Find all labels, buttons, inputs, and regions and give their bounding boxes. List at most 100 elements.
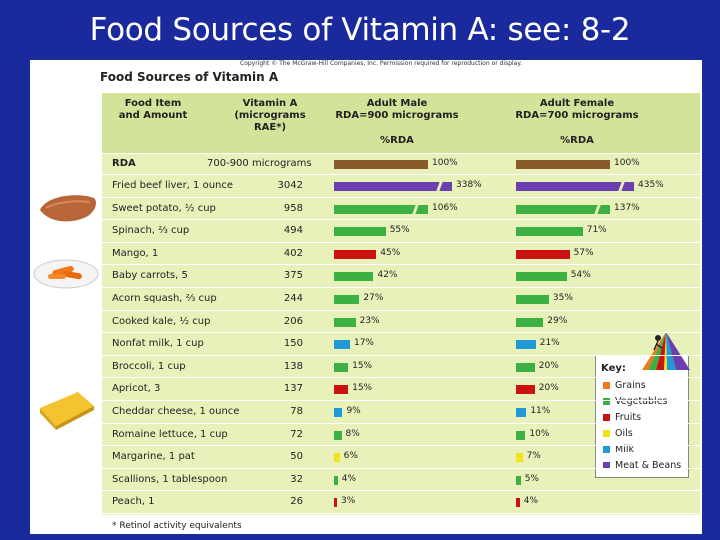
key-label: Grains xyxy=(615,380,646,391)
female-pct-label: 20% xyxy=(538,383,559,394)
copyright-notice: Copyright © The McGraw-Hill Companies, I… xyxy=(240,60,522,67)
female-pct-label: 20% xyxy=(538,360,559,371)
cheddar-cheese-image xyxy=(40,392,94,430)
header-vitamin-line1: Vitamin A xyxy=(242,98,298,109)
vitamin-a-value: 72 xyxy=(290,428,303,440)
male-bar xyxy=(334,408,343,417)
male-bar xyxy=(334,227,386,237)
female-bar xyxy=(516,317,544,327)
vitamin-a-value: 3042 xyxy=(277,180,303,191)
key-swatch xyxy=(603,398,610,405)
rda-male-bar xyxy=(334,160,428,169)
male-bar xyxy=(334,204,428,214)
female-bar xyxy=(516,385,535,395)
male-pct-label: 106% xyxy=(432,202,458,213)
header-vitamin-line3: RAE*) xyxy=(253,122,287,133)
food-label: Acorn squash, ⅔ cup xyxy=(112,293,217,304)
rda-female-label: 100% xyxy=(614,158,640,168)
female-pct-label: 29% xyxy=(547,315,568,326)
food-label: Romaine lettuce, 1 cup xyxy=(112,428,228,440)
female-pct-label: 137% xyxy=(614,202,640,213)
female-bar xyxy=(516,362,535,372)
female-pct-label: 35% xyxy=(552,293,573,303)
male-bar xyxy=(334,498,337,508)
vitamin-a-value: 26 xyxy=(290,496,303,508)
food-label: Peach, 1 xyxy=(112,496,155,508)
header-female: Adult Female RDA=700 micrograms xyxy=(512,98,642,122)
key-label: Fruits xyxy=(615,412,642,423)
food-label: Broccoli, 1 cup xyxy=(112,360,186,372)
row-separator xyxy=(102,241,700,243)
row-separator xyxy=(102,422,700,424)
key-swatch xyxy=(603,446,610,453)
female-pct-label: 7% xyxy=(526,451,541,462)
female-bar xyxy=(516,475,521,485)
female-bar xyxy=(516,204,610,214)
male-pct-label: 27% xyxy=(363,293,384,303)
food-label: Mango, 1 xyxy=(112,247,159,259)
male-bar xyxy=(334,385,349,395)
header-food: Food Item and Amount xyxy=(108,98,198,122)
male-bar xyxy=(334,340,350,350)
male-bar xyxy=(334,272,374,282)
vitamin-a-value: 137 xyxy=(283,383,303,395)
rda-female-bar xyxy=(516,160,610,169)
header-vitamin: Vitamin A (micrograms RAE*) xyxy=(222,98,318,134)
vitamin-a-value: 32 xyxy=(290,473,303,485)
male-pct-label: 42% xyxy=(377,270,398,281)
vitamin-a-value: 375 xyxy=(283,270,303,282)
male-pct-label: 9% xyxy=(346,406,361,416)
footnote: * Retinol activity equivalents xyxy=(112,521,242,531)
food-label: Margarine, 1 pat xyxy=(112,451,195,463)
male-bar xyxy=(334,249,377,259)
row-separator xyxy=(102,445,700,447)
female-pct-label: 54% xyxy=(570,270,591,281)
rda-label: RDA xyxy=(112,158,136,169)
key-title: Key: xyxy=(601,363,626,374)
slide-title: Food Sources of Vitamin A: see: 8-2 xyxy=(89,12,631,48)
male-bar xyxy=(334,475,338,485)
header-male-line1: Adult Male xyxy=(366,98,428,109)
rda-value: 700-900 micrograms xyxy=(207,158,312,169)
key-swatch xyxy=(603,382,610,389)
row-separator xyxy=(102,332,700,334)
row-separator xyxy=(102,377,700,379)
header-separator xyxy=(102,153,700,154)
food-label: Spinach, ⅔ cup xyxy=(112,225,190,237)
vitamin-a-value: 50 xyxy=(290,451,303,463)
male-bar xyxy=(334,430,342,440)
mypyramid-icon xyxy=(642,332,690,370)
female-bar xyxy=(516,408,527,417)
female-bar xyxy=(516,227,583,237)
header-female-line2: RDA=700 micrograms xyxy=(515,110,639,121)
food-label: Apricot, 3 xyxy=(112,383,161,395)
key-swatch xyxy=(603,462,610,469)
female-pct-label: 10% xyxy=(529,428,550,439)
female-pct-label: 4% xyxy=(523,496,539,507)
male-bar xyxy=(334,182,452,191)
row-separator xyxy=(102,354,700,356)
female-bar xyxy=(516,295,549,304)
row-separator xyxy=(102,219,700,221)
row-separator xyxy=(102,467,700,469)
key-label: Milk xyxy=(615,444,634,455)
male-bar xyxy=(334,317,356,327)
header-food-line2: and Amount xyxy=(118,110,188,121)
male-pct-label: 15% xyxy=(352,383,373,394)
header-male-pct: %RDA xyxy=(380,135,414,146)
key-swatch xyxy=(603,430,610,437)
food-label: Cheddar cheese, 1 ounce xyxy=(112,406,240,417)
food-label: Fried beef liver, 1 ounce xyxy=(112,180,234,191)
male-pct-label: 23% xyxy=(359,315,380,326)
vitamin-a-value: 206 xyxy=(283,315,303,327)
male-bar xyxy=(334,453,340,463)
male-pct-label: 8% xyxy=(345,428,360,439)
male-pct-label: 17% xyxy=(353,338,374,349)
table-header-background xyxy=(102,93,700,153)
figure-title: Food Sources of Vitamin A xyxy=(100,70,279,84)
key-label: Oils xyxy=(615,428,633,439)
male-pct-label: 338% xyxy=(456,180,482,190)
vitamin-a-value: 958 xyxy=(283,202,303,214)
male-bar xyxy=(334,295,360,304)
header-female-line1: Adult Female xyxy=(539,98,615,109)
